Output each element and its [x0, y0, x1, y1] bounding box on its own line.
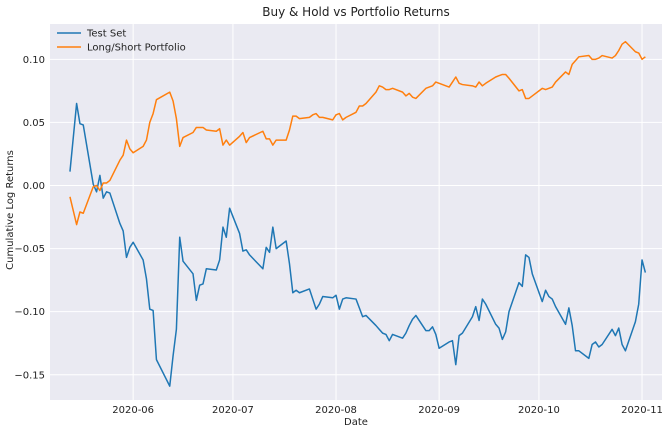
chart-title: Buy & Hold vs Portfolio Returns	[262, 5, 449, 19]
series-lines	[69, 40, 647, 387]
plot-area	[50, 24, 662, 400]
y-axis-label: Cumulative Log Returns	[5, 150, 16, 270]
x-tick-label: 2020-06	[112, 405, 154, 416]
x-tick-label: 2020-10	[518, 405, 560, 416]
series-line-2	[69, 40, 646, 226]
x-gridlines	[132, 24, 643, 400]
plot-background	[50, 24, 662, 400]
series-line-1	[69, 102, 647, 387]
y-tick-label: −0.10	[14, 307, 45, 318]
y-tick-label: −0.05	[14, 244, 45, 255]
x-tick-label: 2020-08	[315, 405, 357, 416]
legend-label-2: Long/Short Portfolio	[87, 43, 186, 54]
x-tick-label: 2020-09	[418, 405, 460, 416]
legend: Test Set Long/Short Portfolio	[57, 29, 186, 54]
x-tick-label: 2020-11	[621, 405, 663, 416]
x-axis-label: Date	[344, 417, 368, 428]
x-axis-ticks: 2020-06 2020-07 2020-08 2020-09 2020-10 2020-…	[112, 405, 663, 416]
y-gridlines	[50, 58, 662, 376]
x-tick-label: 2020-07	[212, 405, 254, 416]
y-axis-ticks: −0.15 −0.10 −0.05 0.00 0.05 0.10	[14, 55, 45, 381]
y-tick-label: −0.15	[14, 370, 45, 381]
y-tick-label: 0.00	[23, 181, 45, 192]
y-tick-label: 0.10	[23, 55, 45, 66]
legend-label-1: Test Set	[86, 29, 126, 40]
y-tick-label: 0.05	[23, 118, 45, 129]
